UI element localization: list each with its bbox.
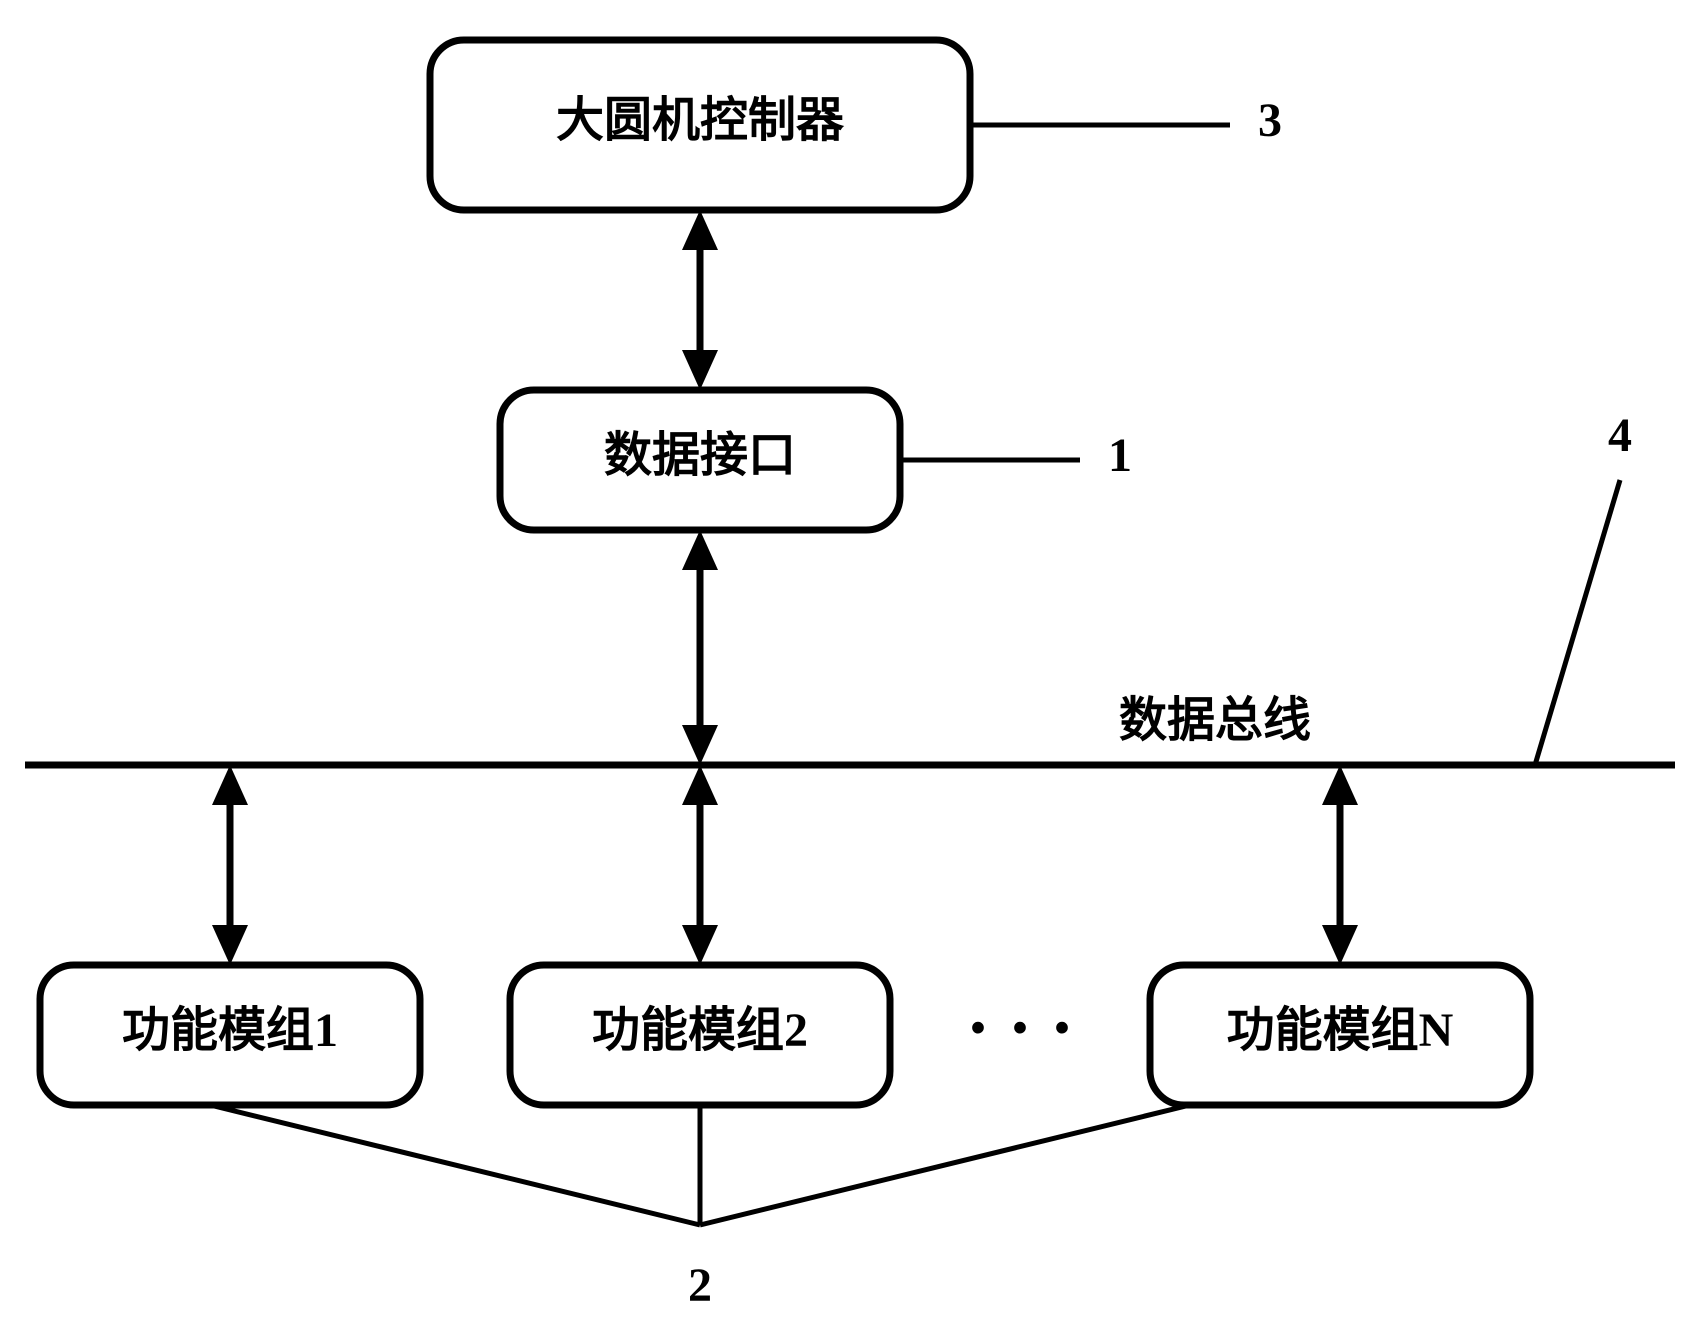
module2-label: 功能模组2 [592, 1004, 808, 1057]
module2-box: 功能模组2 [510, 965, 890, 1105]
data-bus-title: 数据总线 [1119, 694, 1311, 747]
module1-label: 功能模组1 [122, 1004, 338, 1057]
controller-to-interface [682, 210, 718, 390]
module1-box: 功能模组1 [40, 965, 420, 1105]
moduleN-box: 功能模组N [1150, 965, 1530, 1105]
bus-to-module2 [682, 765, 718, 965]
controller-box: 大圆机控制器 [430, 40, 970, 210]
interface-box: 数据接口 [500, 390, 900, 530]
leader-4 [1535, 480, 1620, 765]
bus-to-moduleN [1322, 765, 1358, 965]
leader-number-2: 2 [688, 1259, 712, 1312]
interface-to-bus [682, 530, 718, 765]
interface-label: 数据接口 [604, 429, 796, 482]
ellipsis: · · · [966, 988, 1074, 1068]
bus-to-module1 [212, 765, 248, 965]
moduleN-label: 功能模组N [1227, 1004, 1454, 1057]
leader-2-left [210, 1105, 700, 1225]
controller-label: 大圆机控制器 [556, 94, 845, 147]
leader-number-3: 3 [1258, 94, 1282, 147]
leader-number-1: 1 [1108, 429, 1132, 482]
diagram-root: 数据总线 大圆机控制器数据接口功能模组1 功能模组2 功能模组N · · · 3 1 4 2 [0, 0, 1700, 1333]
leader-number-4: 4 [1608, 409, 1632, 462]
leader-2-right [700, 1105, 1190, 1225]
